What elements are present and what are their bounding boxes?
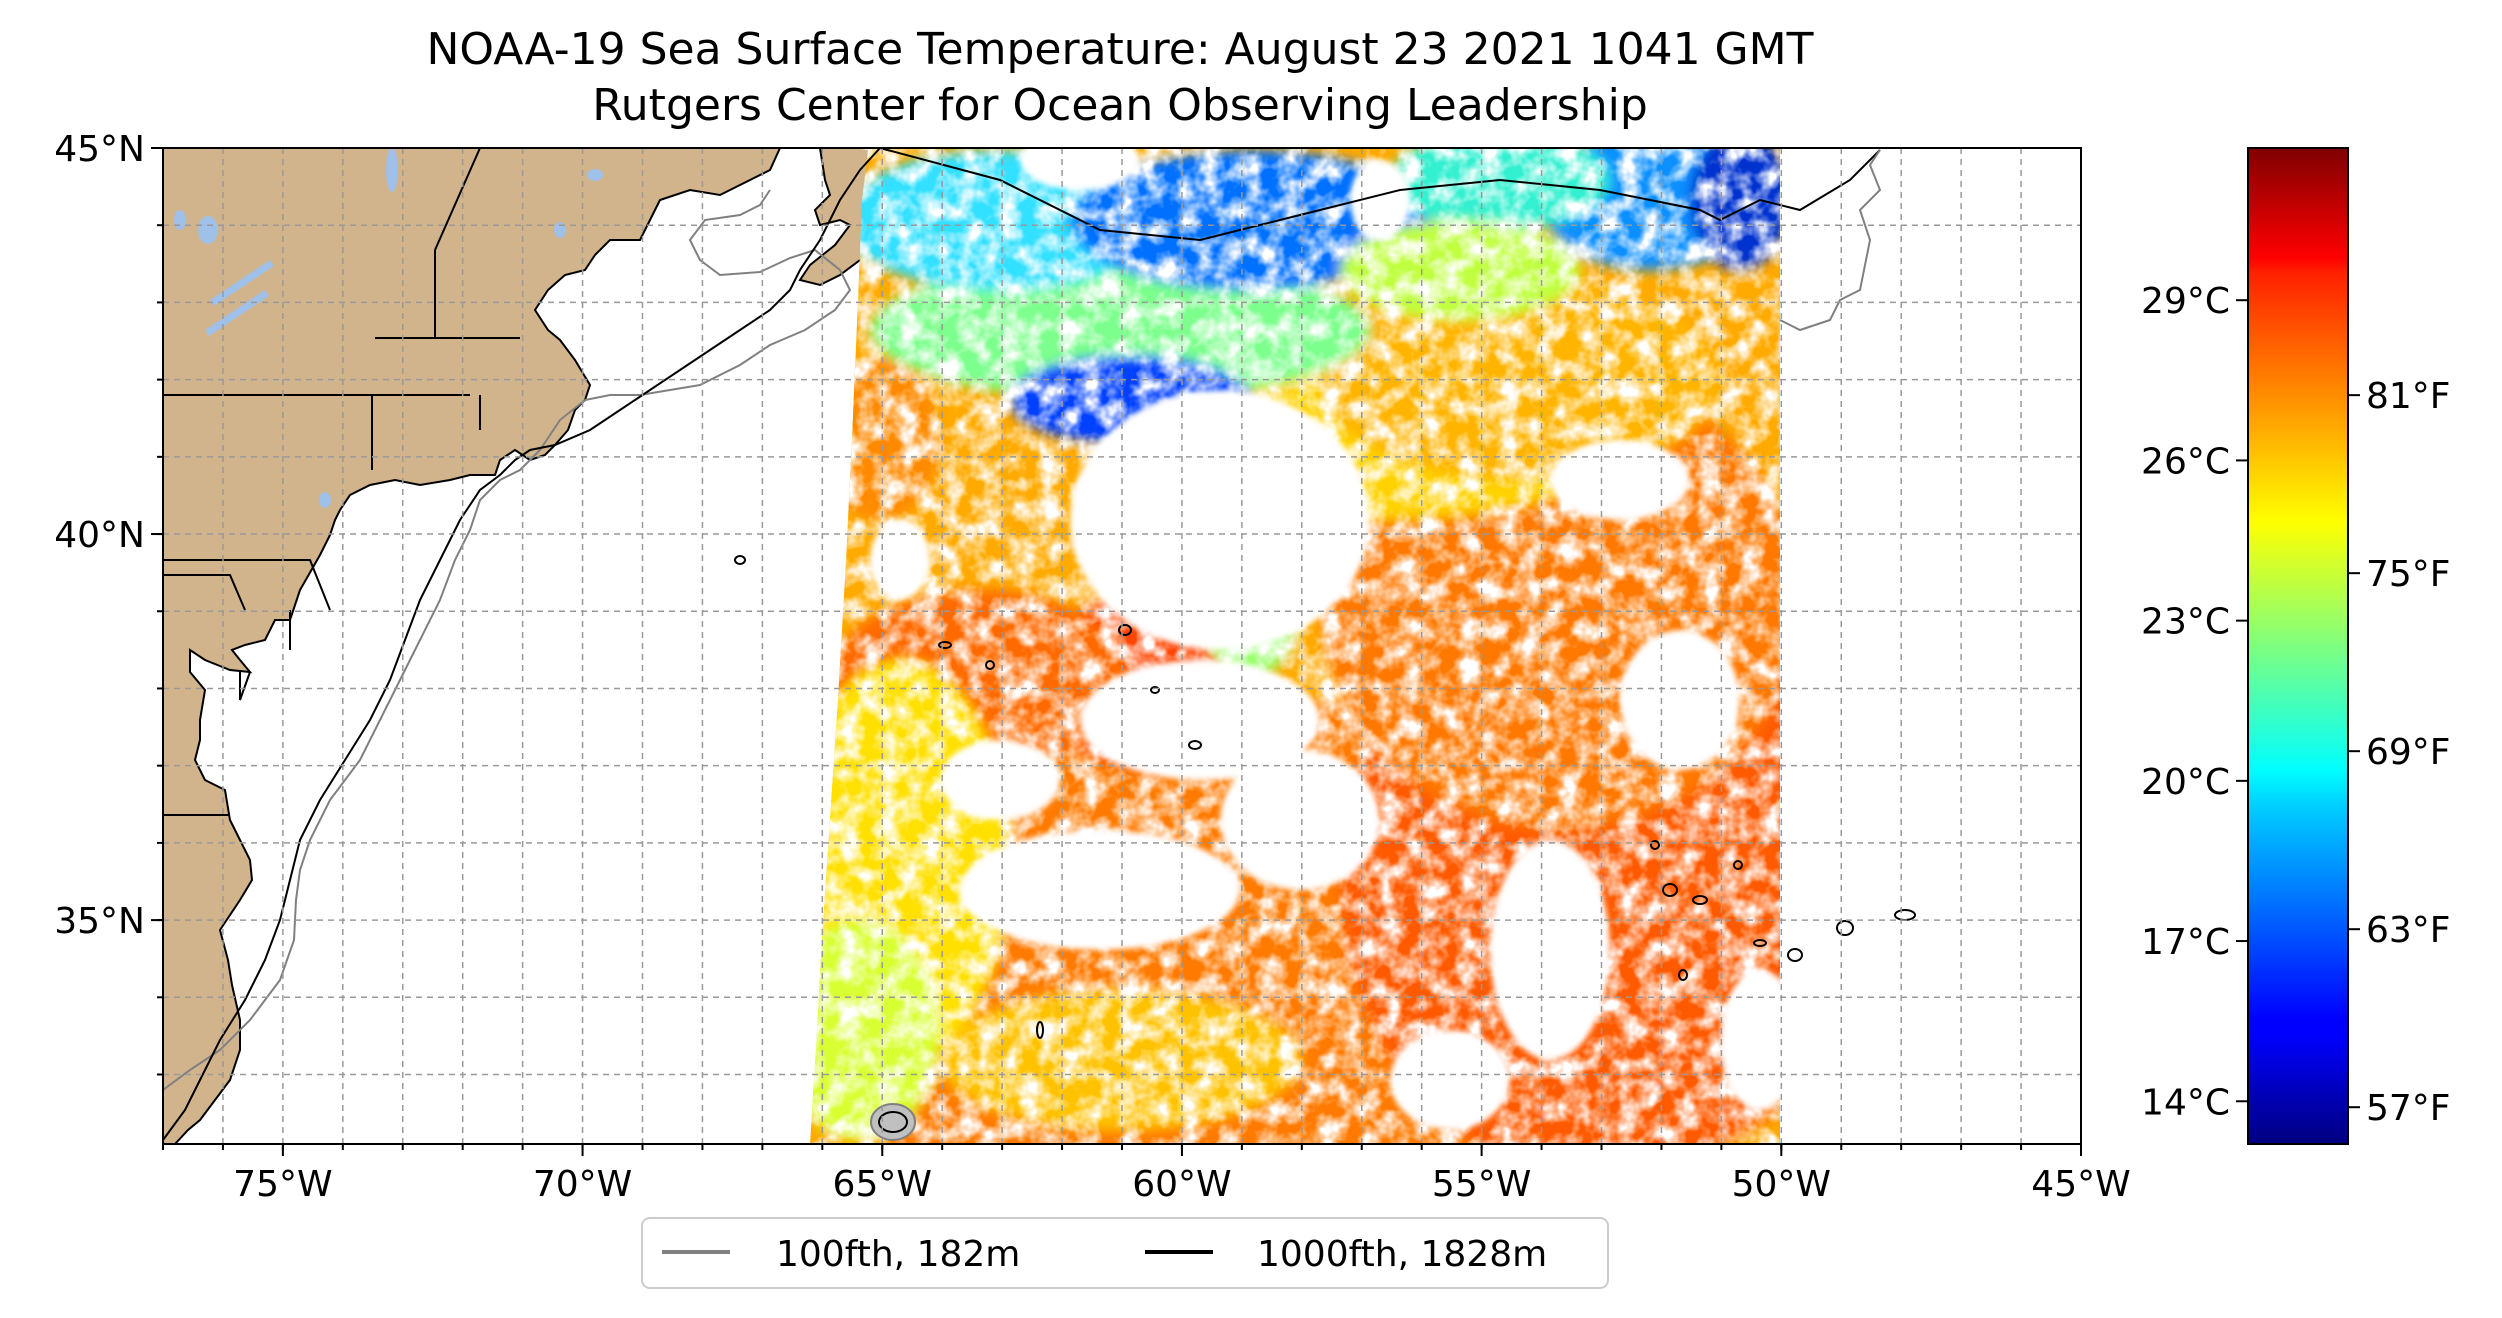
colorbar-fahrenheit-label: 75°F — [2366, 554, 2451, 595]
lat-tick-label: 40°N — [54, 515, 145, 556]
colorbar-fahrenheit-label: 57°F — [2366, 1088, 2451, 1129]
lat-tick-label: 35°N — [54, 901, 145, 942]
lon-tick-label: 50°W — [1732, 1164, 1831, 1205]
longitude-axis: 75°W 70°W 65°W 60°W 55°W 50°W 45°W — [162, 1144, 2131, 1205]
title-line-1: NOAA-19 Sea Surface Temperature: August … — [426, 24, 1814, 75]
lat-tick-label: 45°N — [54, 129, 145, 170]
colorbar-celsius-label: 20°C — [2141, 762, 2230, 803]
colorbar-celsius-label: 17°C — [2141, 922, 2230, 963]
colorbar-celsius-label: 14°C — [2141, 1082, 2230, 1123]
colorbar-celsius-ticks: 29°C 26°C 23°C 20°C 17°C 14°C — [2141, 281, 2248, 1123]
land-mass — [163, 148, 782, 1144]
colorbar-fahrenheit-ticks: 81°F 75°F 69°F 63°F 57°F — [2348, 376, 2451, 1129]
colorbar-celsius-label: 26°C — [2141, 441, 2230, 482]
colorbar-fahrenheit-label: 81°F — [2366, 376, 2451, 417]
figure-title: NOAA-19 Sea Surface Temperature: August … — [160, 22, 2080, 134]
lakes — [174, 148, 603, 508]
map-content — [163, 148, 1916, 1144]
legend: 100fth, 182m 1000fth, 1828m — [641, 1217, 1609, 1289]
colorbar-gradient — [2248, 148, 2348, 1144]
lon-tick-label: 75°W — [233, 1164, 332, 1205]
title-line-2: Rutgers Center for Ocean Observing Leade… — [592, 80, 1648, 131]
lon-tick-label: 70°W — [533, 1164, 632, 1205]
sst-swath — [810, 148, 1780, 1144]
isobath-100fth — [163, 189, 852, 1091]
colorbar-frame — [2247, 147, 2349, 1145]
legend-box — [641, 1217, 1609, 1289]
lon-tick-label: 45°W — [2031, 1164, 2130, 1205]
colorbar-celsius-label: 29°C — [2141, 281, 2230, 322]
latitude-axis: 45°N 40°N 35°N — [54, 129, 163, 1076]
colorbar: 29°C 26°C 23°C 20°C 17°C 14°C 81°F 75°F 69°F 63°… — [2141, 147, 2451, 1145]
lon-tick-label: 60°W — [1132, 1164, 1231, 1205]
isobath-1000fth — [163, 148, 1881, 1141]
legend-label-1000fth: 1000fth, 1828m — [1257, 1234, 1547, 1275]
legend-label-100fth: 100fth, 182m — [776, 1234, 1020, 1275]
colorbar-fahrenheit-label: 63°F — [2366, 910, 2451, 951]
lon-tick-label: 55°W — [1432, 1164, 1531, 1205]
colorbar-fahrenheit-label: 69°F — [2366, 732, 2451, 773]
lon-tick-label: 65°W — [833, 1164, 932, 1205]
colorbar-celsius-label: 23°C — [2141, 602, 2230, 643]
isobath-100fth-east — [1779, 149, 1882, 332]
